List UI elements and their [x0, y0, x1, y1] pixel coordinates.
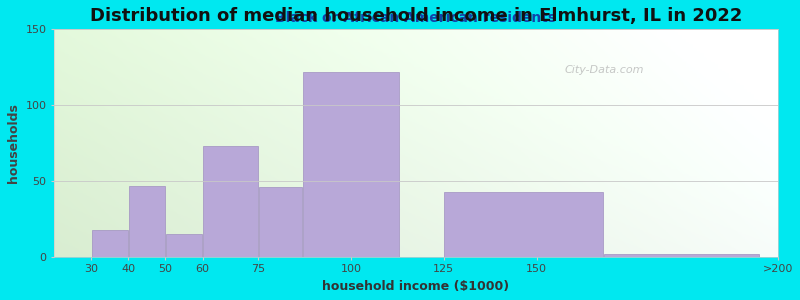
Bar: [129, 186, 165, 257]
Bar: [203, 146, 258, 257]
Title: Distribution of median household income in Elmhurst, IL in 2022: Distribution of median household income …: [90, 7, 742, 25]
Bar: [166, 234, 202, 257]
X-axis label: household income ($1000): household income ($1000): [322, 280, 510, 293]
Bar: [303, 72, 398, 257]
Text: Black or African American residents: Black or African American residents: [275, 11, 557, 25]
Bar: [444, 192, 603, 257]
Y-axis label: households: households: [7, 103, 20, 183]
Text: City-Data.com: City-Data.com: [565, 65, 644, 75]
Bar: [604, 254, 758, 257]
Bar: [92, 230, 128, 257]
Bar: [259, 187, 302, 257]
